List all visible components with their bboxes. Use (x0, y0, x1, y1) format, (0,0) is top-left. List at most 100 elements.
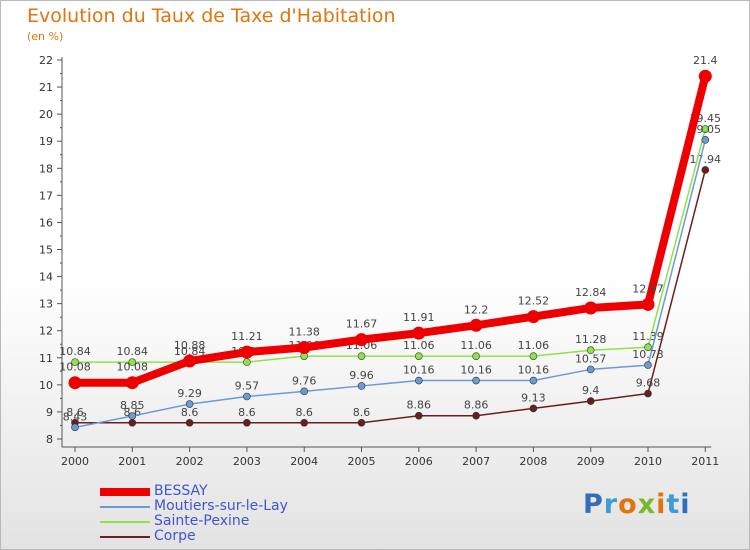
y-tick-label: 8 (46, 433, 53, 446)
data-label-moutiers-sur-le-lay: 10.16 (518, 364, 550, 377)
data-label-bessay: 11.21 (231, 330, 263, 343)
x-tick-label: 2007 (462, 455, 490, 468)
data-label-corpe: 8.6 (353, 406, 371, 419)
data-point-moutiers-sur-le-lay (529, 376, 538, 385)
data-label-sainte-pexine: 11.39 (632, 330, 664, 343)
data-point-bessay (469, 318, 483, 332)
legend-swatch-bessay (100, 488, 150, 496)
data-label-moutiers-sur-le-lay: 10.57 (575, 352, 607, 365)
data-label-sainte-pexine: 11.28 (575, 333, 607, 346)
data-point-corpe (300, 418, 309, 427)
data-point-sainte-pexine (243, 358, 251, 366)
data-label-corpe: 8.86 (407, 399, 432, 412)
chart-unit-label: (en %) (27, 30, 64, 43)
data-label-moutiers-sur-le-lay: 8.43 (63, 410, 88, 423)
data-point-sainte-pexine (586, 346, 595, 355)
x-tick-label: 2008 (519, 455, 547, 468)
y-tick-label: 15 (39, 244, 53, 257)
data-point-sainte-pexine (414, 352, 423, 360)
data-label-corpe: 8.6 (66, 406, 84, 419)
data-label-bessay: 10.88 (174, 339, 206, 352)
x-tick-label: 2005 (348, 455, 376, 468)
logo-letter: t (666, 489, 681, 520)
x-tick-label: 2010 (634, 455, 662, 468)
logo-letter: x (637, 489, 657, 520)
x-tick-label: 2002 (176, 455, 204, 468)
data-label-bessay: 10.08 (59, 361, 91, 374)
data-label-corpe: 9.4 (582, 384, 600, 397)
data-label-moutiers-sur-le-lay: 9.29 (177, 387, 202, 400)
data-label-corpe: 9.13 (521, 391, 546, 404)
data-point-sainte-pexine (128, 358, 137, 366)
data-point-bessay (355, 333, 368, 347)
series-line-sainte-pexine (75, 128, 707, 363)
logo-letter: r (603, 489, 619, 520)
x-tick-label: 2009 (577, 455, 605, 468)
data-point-corpe (644, 389, 652, 398)
y-tick-label: 14 (39, 271, 53, 284)
data-point-corpe (128, 418, 137, 427)
legend-item-moutiers: Moutiers-sur-le-Lay (100, 498, 320, 514)
data-point-bessay (526, 310, 540, 324)
data-point-moutiers-sur-le-lay (128, 412, 137, 420)
y-tick-label: 12 (39, 325, 53, 338)
data-point-sainte-pexine (357, 352, 366, 360)
data-label-moutiers-sur-le-lay: 8.85 (120, 399, 145, 412)
data-point-sainte-pexine (701, 125, 710, 133)
proxiti-logo: Proxiti (583, 489, 691, 520)
data-point-moutiers-sur-le-lay (644, 361, 652, 369)
data-point-bessay (584, 301, 598, 315)
x-tick-label: 2006 (405, 455, 433, 468)
series-line-moutiers-sur-le-lay (74, 139, 707, 429)
data-point-sainte-pexine (472, 352, 480, 360)
data-point-bessay (183, 354, 197, 368)
data-label-moutiers-sur-le-lay: 10.73 (632, 348, 664, 361)
x-tick-label: 2000 (61, 455, 89, 468)
data-point-moutiers-sur-le-lay (701, 136, 710, 144)
data-label-corpe: 8.6 (181, 406, 199, 419)
y-tick-label: 10 (39, 379, 53, 392)
chart-title: Evolution du Taux de Taxe d'Habitation (27, 5, 396, 27)
data-label-sainte-pexine: 11.06 (460, 339, 492, 352)
data-point-corpe (357, 418, 366, 427)
data-label-sainte-pexine: 10.84 (117, 345, 149, 358)
y-tick-label: 11 (39, 352, 53, 365)
legend-label-bessay: BESSAY (154, 483, 208, 499)
legend-label-moutiers: Moutiers-sur-le-Lay (154, 498, 288, 514)
data-label-bessay: 12.52 (518, 295, 550, 308)
data-point-moutiers-sur-le-lay (414, 376, 423, 385)
data-point-corpe (472, 411, 480, 420)
data-point-bessay (641, 297, 655, 311)
data-point-bessay (125, 376, 139, 390)
x-tick-label: 2003 (233, 455, 261, 468)
data-label-sainte-pexine: 11.06 (518, 339, 550, 352)
legend-label-sainte-pexine: Sainte-Pexine (154, 513, 250, 529)
x-tick-label: 2011 (691, 455, 719, 468)
data-point-moutiers-sur-le-lay (472, 376, 480, 385)
series-line-corpe (75, 169, 707, 424)
data-label-sainte-pexine: 10.84 (174, 345, 206, 358)
data-point-bessay (68, 376, 82, 390)
data-point-moutiers-sur-le-lay (243, 392, 251, 401)
y-tick-label: 13 (39, 298, 53, 311)
data-point-moutiers-sur-le-lay (300, 387, 309, 396)
data-label-corpe: 9.68 (636, 377, 661, 390)
data-label-corpe: 8.6 (295, 406, 313, 419)
data-label-corpe: 8.6 (238, 406, 256, 419)
legend-item-bessay: BESSAY (100, 483, 320, 499)
data-label-moutiers-sur-le-lay: 9.96 (349, 369, 374, 382)
data-point-sainte-pexine (71, 358, 79, 366)
legend-swatch-moutiers (100, 506, 150, 508)
y-tick-label: 19 (39, 135, 53, 148)
legend-swatch-corpe (100, 536, 150, 538)
data-label-bessay: 11.91 (403, 311, 435, 324)
x-tick-label: 2004 (290, 455, 318, 468)
data-point-bessay (240, 345, 254, 359)
data-point-moutiers-sur-le-lay (357, 382, 366, 390)
y-tick-label: 16 (39, 216, 53, 229)
data-point-moutiers-sur-le-lay (586, 365, 595, 374)
data-point-bessay (297, 340, 311, 354)
legend-item-sainte-pexine: Sainte-Pexine (100, 513, 320, 529)
